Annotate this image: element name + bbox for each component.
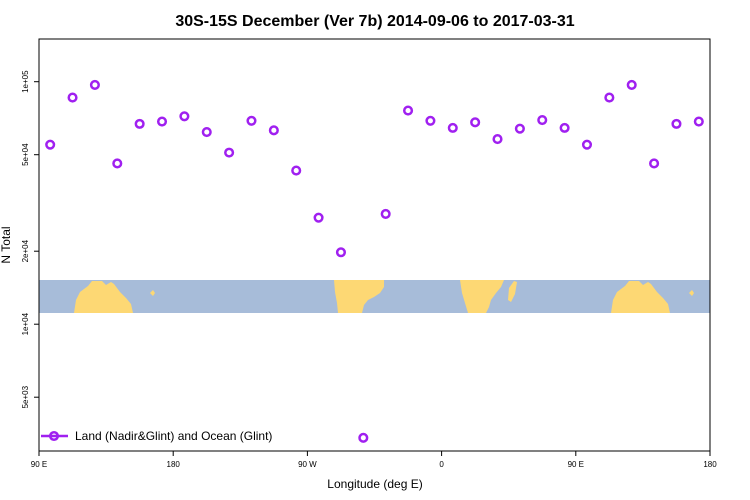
data-point (671, 118, 682, 129)
data-point (649, 158, 660, 169)
map-land-australia (74, 281, 133, 313)
data-point (268, 125, 279, 136)
data-point (179, 111, 190, 122)
data-point (380, 208, 391, 219)
data-point (626, 79, 637, 90)
data-point (134, 118, 145, 129)
legend: Land (Nadir&Glint) and Ocean (Glint) (41, 429, 272, 443)
map-land-australia-2 (611, 281, 670, 313)
x-axis-label: Longitude (deg E) (327, 477, 422, 491)
data-points (45, 79, 704, 443)
data-point (425, 115, 436, 126)
y-tick-label: 5e+03 (21, 385, 30, 408)
data-point (492, 134, 503, 145)
map-land-madagascar (508, 281, 517, 302)
data-point (581, 139, 593, 150)
data-point (693, 116, 704, 127)
data-point (514, 123, 525, 134)
data-point (537, 114, 548, 126)
data-point (45, 139, 56, 150)
data-point (67, 92, 78, 103)
data-point (403, 105, 414, 116)
x-axis: 90 E 180 90 W 0 90 E 180 (31, 451, 717, 469)
map-land-south-america (334, 280, 384, 313)
x-tick-label: 180 (167, 460, 181, 469)
y-tick-label: 5e+04 (21, 143, 30, 166)
x-tick-label: 180 (703, 460, 717, 469)
legend-label: Land (Nadir&Glint) and Ocean (Glint) (75, 429, 272, 443)
plot-frame (38, 38, 711, 452)
data-point (201, 126, 212, 138)
map-land-islands-2 (689, 290, 694, 296)
data-point (112, 158, 123, 169)
data-point (604, 92, 615, 103)
y-axis-label: N Total (0, 226, 13, 263)
data-point (358, 432, 369, 443)
y-tick-label: 1e+04 (21, 312, 30, 335)
y-axis: 5e+03 1e+04 2e+04 5e+04 1e+05 (21, 70, 39, 408)
map-land-africa (460, 280, 504, 313)
x-tick-label: 0 (439, 460, 444, 469)
map-land-islands (150, 290, 155, 296)
data-point (246, 115, 257, 126)
data-point (559, 122, 570, 133)
data-point (291, 165, 302, 176)
data-point (470, 117, 481, 128)
data-point (89, 79, 100, 90)
x-tick-label: 90 W (298, 460, 317, 469)
data-point (335, 247, 347, 258)
y-tick-label: 2e+04 (21, 239, 30, 262)
data-point (447, 122, 458, 133)
x-tick-label: 90 E (568, 460, 584, 469)
chart-title: 30S-15S December (Ver 7b) 2014-09-06 to … (175, 13, 574, 30)
data-point (156, 116, 168, 127)
map-band (39, 280, 710, 313)
y-tick-label: 1e+05 (21, 70, 30, 93)
data-point (224, 147, 235, 158)
legend-marker (48, 430, 60, 442)
data-point (313, 212, 324, 223)
x-tick-label: 90 E (31, 460, 47, 469)
